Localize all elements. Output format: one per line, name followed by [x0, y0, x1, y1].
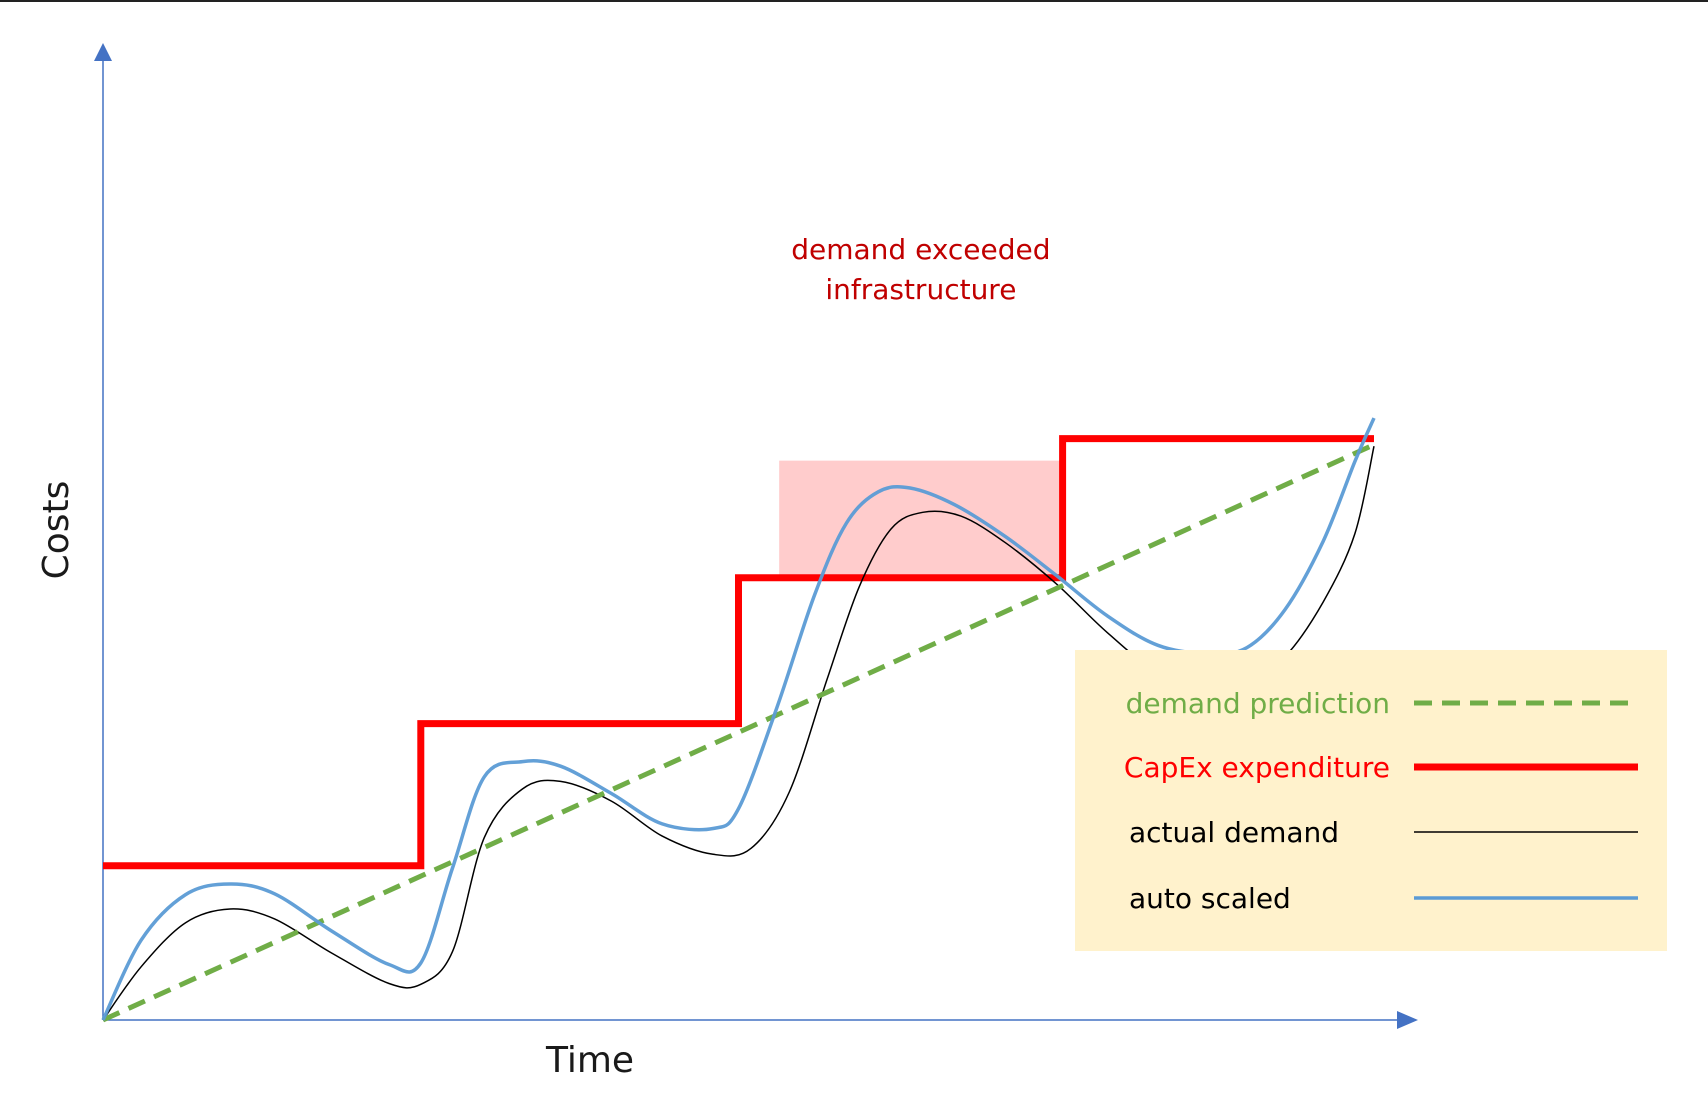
legend-label-capex-expenditure: CapEx expenditure — [1124, 751, 1390, 784]
series-line-demand-prediction — [101, 442, 1376, 1023]
series-line-capex-expenditure — [103, 435, 1374, 870]
legend-label-demand-prediction: demand prediction — [1126, 687, 1390, 720]
top-border-line — [0, 0, 1708, 2]
x-axis-title: Time — [545, 1040, 634, 1081]
y-axis-arrow-icon — [94, 43, 112, 61]
legend-label-auto-scaled: auto scaled — [1129, 882, 1291, 915]
annotation-text-line-1: demand exceeded — [791, 233, 1050, 266]
legend-items: demand prediction CapEx expenditure actual… — [1124, 687, 1638, 915]
legend-label-actual-demand: actual demand — [1129, 816, 1339, 849]
demand-exceeded-highlight — [779, 460, 1063, 578]
x-axis-arrow-icon — [1397, 1011, 1418, 1029]
y-axis-title: Costs — [36, 481, 77, 580]
annotation-text-line-2: infrastructure — [825, 273, 1016, 306]
legend-background — [1075, 650, 1667, 951]
annotation-layer: demand exceeded infrastructure — [791, 233, 1050, 306]
legend: demand prediction CapEx expenditure actual… — [1075, 650, 1667, 951]
